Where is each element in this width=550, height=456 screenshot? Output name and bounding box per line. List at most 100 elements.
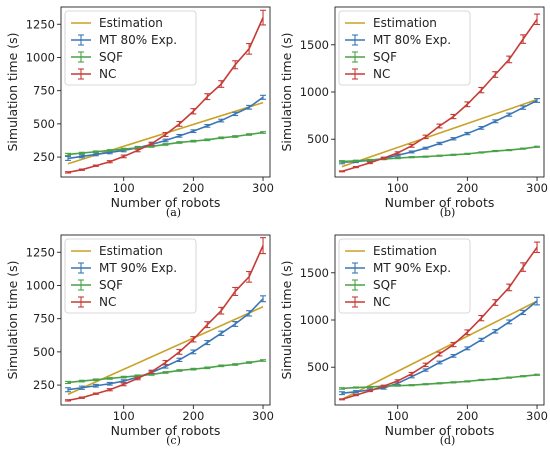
series-mt: [64, 94, 267, 161]
series-nc: [64, 9, 267, 174]
error-bar: [422, 146, 429, 150]
x-tick-label: 300: [252, 409, 274, 423]
error-bar: [492, 377, 499, 381]
error-bar: [436, 141, 443, 146]
error-bar: [190, 367, 197, 371]
error-bar: [520, 262, 527, 272]
error-bar: [380, 156, 387, 160]
x-tick-label: 300: [526, 409, 548, 423]
error-bar: [352, 165, 359, 169]
error-bar: [64, 155, 71, 161]
error-bar: [92, 150, 99, 154]
legend-item-sqf: SQF: [345, 50, 397, 64]
error-bar: [218, 330, 225, 336]
error-bar: [64, 171, 71, 174]
error-bar: [64, 387, 71, 393]
legend-item-nc: NC: [71, 295, 116, 309]
panel-label: (c): [166, 434, 181, 447]
chart-panel-b: 100 200 300 500 1000 1500 Number of robots Simu…: [279, 6, 548, 219]
error-bar: [120, 147, 127, 151]
error-bar: [162, 371, 169, 374]
error-bar: [106, 377, 113, 380]
error-bar: [162, 359, 169, 366]
x-tick-label: 100: [113, 181, 135, 195]
error-bar: [92, 392, 99, 395]
panel-label: (d): [440, 434, 456, 447]
error-bar: [106, 388, 113, 392]
error-bar: [352, 159, 359, 163]
legend-label: Estimation: [373, 244, 437, 258]
error-bar: [506, 376, 513, 379]
series-sqf: [64, 131, 267, 157]
series-sqf: [64, 359, 267, 385]
error-bar: [506, 112, 513, 117]
error-bar: [436, 351, 443, 357]
error-bar: [176, 357, 183, 362]
error-bar: [366, 389, 373, 393]
error-bar: [204, 321, 211, 329]
error-bar: [450, 137, 457, 141]
error-bar: [408, 156, 415, 159]
error-bar: [338, 170, 345, 173]
error-bar: [92, 378, 99, 382]
error-bar: [218, 364, 225, 368]
error-bar: [478, 378, 485, 382]
error-bar: [78, 151, 85, 155]
error-bar: [380, 384, 387, 388]
x-tick-label: 200: [182, 181, 204, 195]
error-bar: [148, 141, 155, 146]
legend-item-nc: NC: [71, 67, 116, 81]
error-bar: [246, 133, 253, 136]
error-bar: [464, 131, 471, 136]
legend-label: MT 80% Exp.: [99, 33, 177, 47]
error-bar: [120, 375, 127, 379]
legend-label: MT 80% Exp.: [373, 33, 451, 47]
legend-label: NC: [373, 295, 390, 309]
error-bar: [436, 360, 443, 365]
error-bar: [422, 362, 429, 368]
error-bar: [218, 306, 225, 315]
error-bar: [260, 131, 267, 134]
legend: Estimation MT 90% Exp. SQF NC: [64, 238, 197, 314]
error-bar: [492, 299, 499, 306]
error-bar: [352, 393, 359, 397]
error-bar: [366, 158, 373, 162]
y-axis-label: Simulation time (s): [5, 32, 20, 151]
error-bar: [148, 369, 155, 374]
y-tick-label: 500: [307, 132, 329, 146]
axes-frame: [60, 234, 271, 406]
error-bar: [190, 139, 197, 143]
chart-panel-c: 100 200 300 250 500 750 1000 1250 Number of robo…: [5, 234, 274, 447]
series-line: [341, 300, 538, 394]
error-bar: [260, 9, 267, 26]
legend-item-sqf: SQF: [71, 278, 123, 292]
error-bar: [120, 379, 127, 383]
error-bar: [232, 363, 239, 366]
error-bar: [246, 361, 253, 364]
error-bar: [520, 375, 527, 378]
legend-item-sqf: SQF: [71, 50, 123, 64]
error-bar: [464, 329, 471, 336]
error-bar: [204, 123, 211, 128]
error-bar: [394, 384, 401, 387]
error-bar: [394, 156, 401, 160]
series-mt: [64, 295, 267, 393]
x-tick-label: 100: [113, 409, 135, 423]
error-bar: [394, 379, 401, 383]
error-bar: [422, 383, 429, 386]
error-bar: [106, 149, 113, 152]
error-bar: [464, 101, 471, 108]
error-bar: [520, 34, 527, 44]
error-bar: [190, 336, 197, 343]
x-tick-label: 100: [387, 409, 409, 423]
error-bar: [120, 382, 127, 387]
legend-box: [338, 10, 471, 86]
x-tick-label: 100: [387, 181, 409, 195]
error-bar: [204, 93, 211, 101]
error-bar: [464, 152, 471, 155]
error-bar: [246, 270, 253, 283]
error-bar: [338, 391, 345, 396]
legend-label: SQF: [373, 278, 397, 292]
series-line: [67, 96, 264, 160]
